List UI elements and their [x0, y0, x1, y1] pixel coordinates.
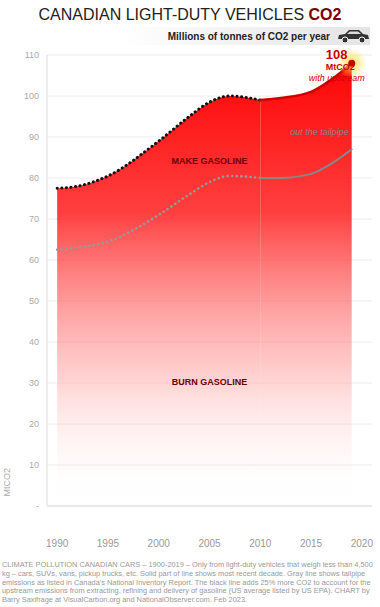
svg-text:90: 90 [29, 132, 39, 142]
svg-text:2005: 2005 [198, 538, 221, 549]
svg-text:50: 50 [29, 296, 39, 306]
svg-text:-: - [36, 501, 39, 511]
svg-text:30: 30 [29, 378, 39, 388]
html-text:CLIMATE POLLUTION CANADIAN CAR: CLIMATE POLLUTION CANADIAN CARS – 1900-2… [2, 560, 373, 605]
svg-text:1995: 1995 [97, 538, 120, 549]
svg-text:with upstream: with upstream [309, 73, 366, 83]
svg-text:2020: 2020 [351, 538, 372, 549]
svg-text:out the tailpipe: out the tailpipe [290, 127, 349, 137]
svg-text:MtCO2: MtCO2 [326, 62, 355, 72]
svg-text:BURN GASOLINE: BURN GASOLINE [172, 377, 248, 387]
svg-text:108: 108 [326, 47, 348, 62]
html-text:MtCO2: MtCO2 [2, 468, 12, 497]
svg-text:60: 60 [29, 255, 39, 265]
svg-text:100: 100 [24, 91, 39, 101]
svg-text:10: 10 [29, 460, 39, 470]
svg-text:2015: 2015 [300, 538, 323, 549]
svg-text:110: 110 [25, 50, 39, 60]
svg-text:80: 80 [29, 173, 39, 183]
svg-text:70: 70 [29, 214, 39, 224]
html-text:Millions of tonnes of CO2 per: Millions of tonnes of CO2 per year [167, 30, 330, 42]
svg-text:20: 20 [29, 419, 39, 429]
svg-text:40: 40 [29, 337, 39, 347]
svg-text:2010: 2010 [249, 538, 272, 549]
svg-text:1990: 1990 [46, 538, 69, 549]
svg-text:2000: 2000 [148, 538, 171, 549]
svg-text:MAKE GASOLINE: MAKE GASOLINE [171, 156, 247, 166]
html-text:CANADIAN LIGHT-DUTY VEHICLES C: CANADIAN LIGHT-DUTY VEHICLES CO2 [38, 6, 342, 23]
